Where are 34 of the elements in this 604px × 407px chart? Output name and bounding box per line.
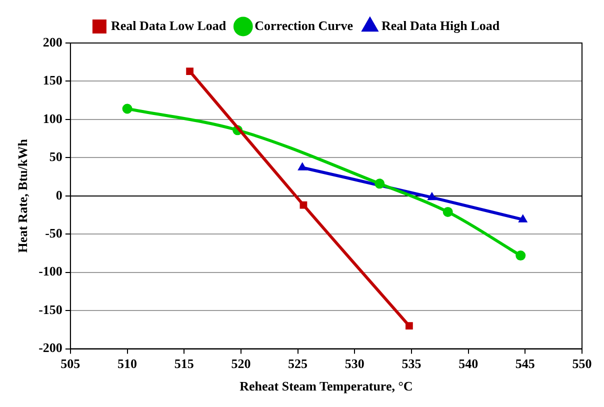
x-tick-label: 510 [118, 356, 138, 371]
point [300, 201, 308, 209]
y-tick-label: 150 [42, 72, 62, 88]
y-tick-label: -50 [45, 225, 62, 240]
x-tick-label: 505 [60, 356, 81, 371]
y-tick-label: -100 [38, 264, 62, 279]
y-tick-label: 50 [49, 149, 62, 164]
point [406, 322, 413, 330]
x-tick-label: 550 [572, 356, 592, 371]
point [442, 206, 453, 217]
legend-label: Real Data High Load [381, 18, 500, 33]
legend-label: Real Data Low Load [110, 18, 227, 33]
point [428, 192, 436, 200]
point [122, 104, 132, 114]
y-tick-label: 100 [42, 110, 62, 126]
point [298, 162, 307, 170]
y-tick-label: 0 [56, 187, 62, 202]
point [374, 178, 385, 189]
x-axis-title: Reheat Steam Temperature, °C [240, 378, 413, 394]
x-tick-label: 520 [231, 356, 251, 371]
y-tick-label: -150 [38, 302, 62, 317]
point [516, 250, 526, 261]
x-tick-label: 525 [288, 356, 308, 371]
y-tick-label: -200 [38, 340, 62, 356]
x-tick-label: 515 [174, 356, 194, 371]
point [518, 214, 528, 222]
y-tick-label: 200 [42, 34, 62, 50]
x-tick-label: 535 [402, 356, 422, 371]
legend-label: Correction Curve [254, 18, 354, 33]
y-axis-title: Heat Rate, Btu/kWh [15, 138, 30, 253]
point [186, 68, 194, 75]
x-tick-label: 540 [458, 356, 478, 371]
x-tick-label: 530 [344, 356, 364, 371]
x-tick-label: 545 [515, 356, 536, 371]
